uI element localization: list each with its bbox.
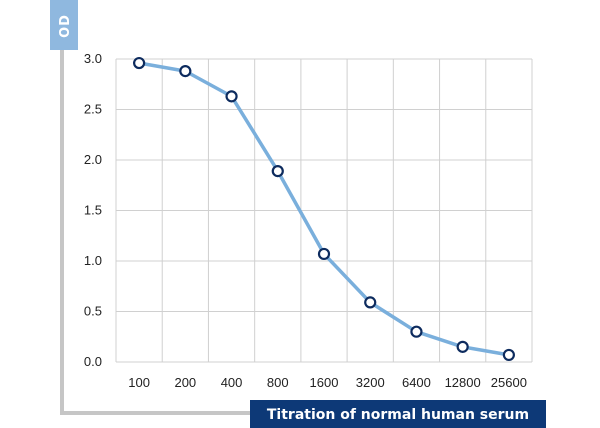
y-tick-label: 3.0 — [84, 51, 102, 66]
x-tick-label: 100 — [128, 375, 150, 390]
data-point — [410, 325, 423, 338]
data-point — [456, 340, 469, 353]
x-tick-label: 6400 — [402, 375, 431, 390]
grid — [115, 58, 533, 363]
y-tick-label: 0.0 — [84, 354, 102, 369]
y-tick-label: 2.5 — [84, 102, 102, 117]
data-point — [271, 165, 284, 178]
data-point — [225, 90, 238, 103]
data-points — [133, 56, 515, 362]
data-point — [317, 247, 331, 261]
x-tick-label: 200 — [174, 375, 196, 390]
y-tick-label: 2.0 — [84, 152, 102, 167]
data-point — [179, 65, 192, 78]
x-axis-label: Titration of normal human serum — [250, 400, 546, 428]
data-point — [364, 296, 377, 309]
y-tick-labels: 0.0 0.5 1.0 1.5 2.0 2.5 3.0 — [84, 51, 102, 369]
data-point — [133, 56, 146, 70]
x-tick-label: 12800 — [445, 375, 481, 390]
y-tick-label: 1.5 — [84, 203, 102, 218]
x-tick-label: 1600 — [310, 375, 339, 390]
y-tick-label: 1.0 — [84, 253, 102, 268]
y-axis-label: OD — [50, 0, 78, 50]
x-axis-label-text: Titration of normal human serum — [267, 407, 529, 423]
x-axis-label-box — [250, 400, 546, 428]
data-point — [502, 348, 515, 362]
y-tick-label: 0.5 — [84, 304, 102, 319]
x-tick-label: 3200 — [356, 375, 385, 390]
x-tick-label: 25600 — [491, 375, 527, 390]
x-tick-label: 400 — [221, 375, 243, 390]
x-tick-labels: 100 200 400 800 1600 3200 6400 12800 25600 — [128, 375, 527, 390]
y-axis-label-text: OD — [58, 14, 73, 38]
axis-frame-line — [60, 22, 250, 415]
y-axis-label-box — [50, 0, 78, 50]
x-tick-label: 800 — [267, 375, 289, 390]
